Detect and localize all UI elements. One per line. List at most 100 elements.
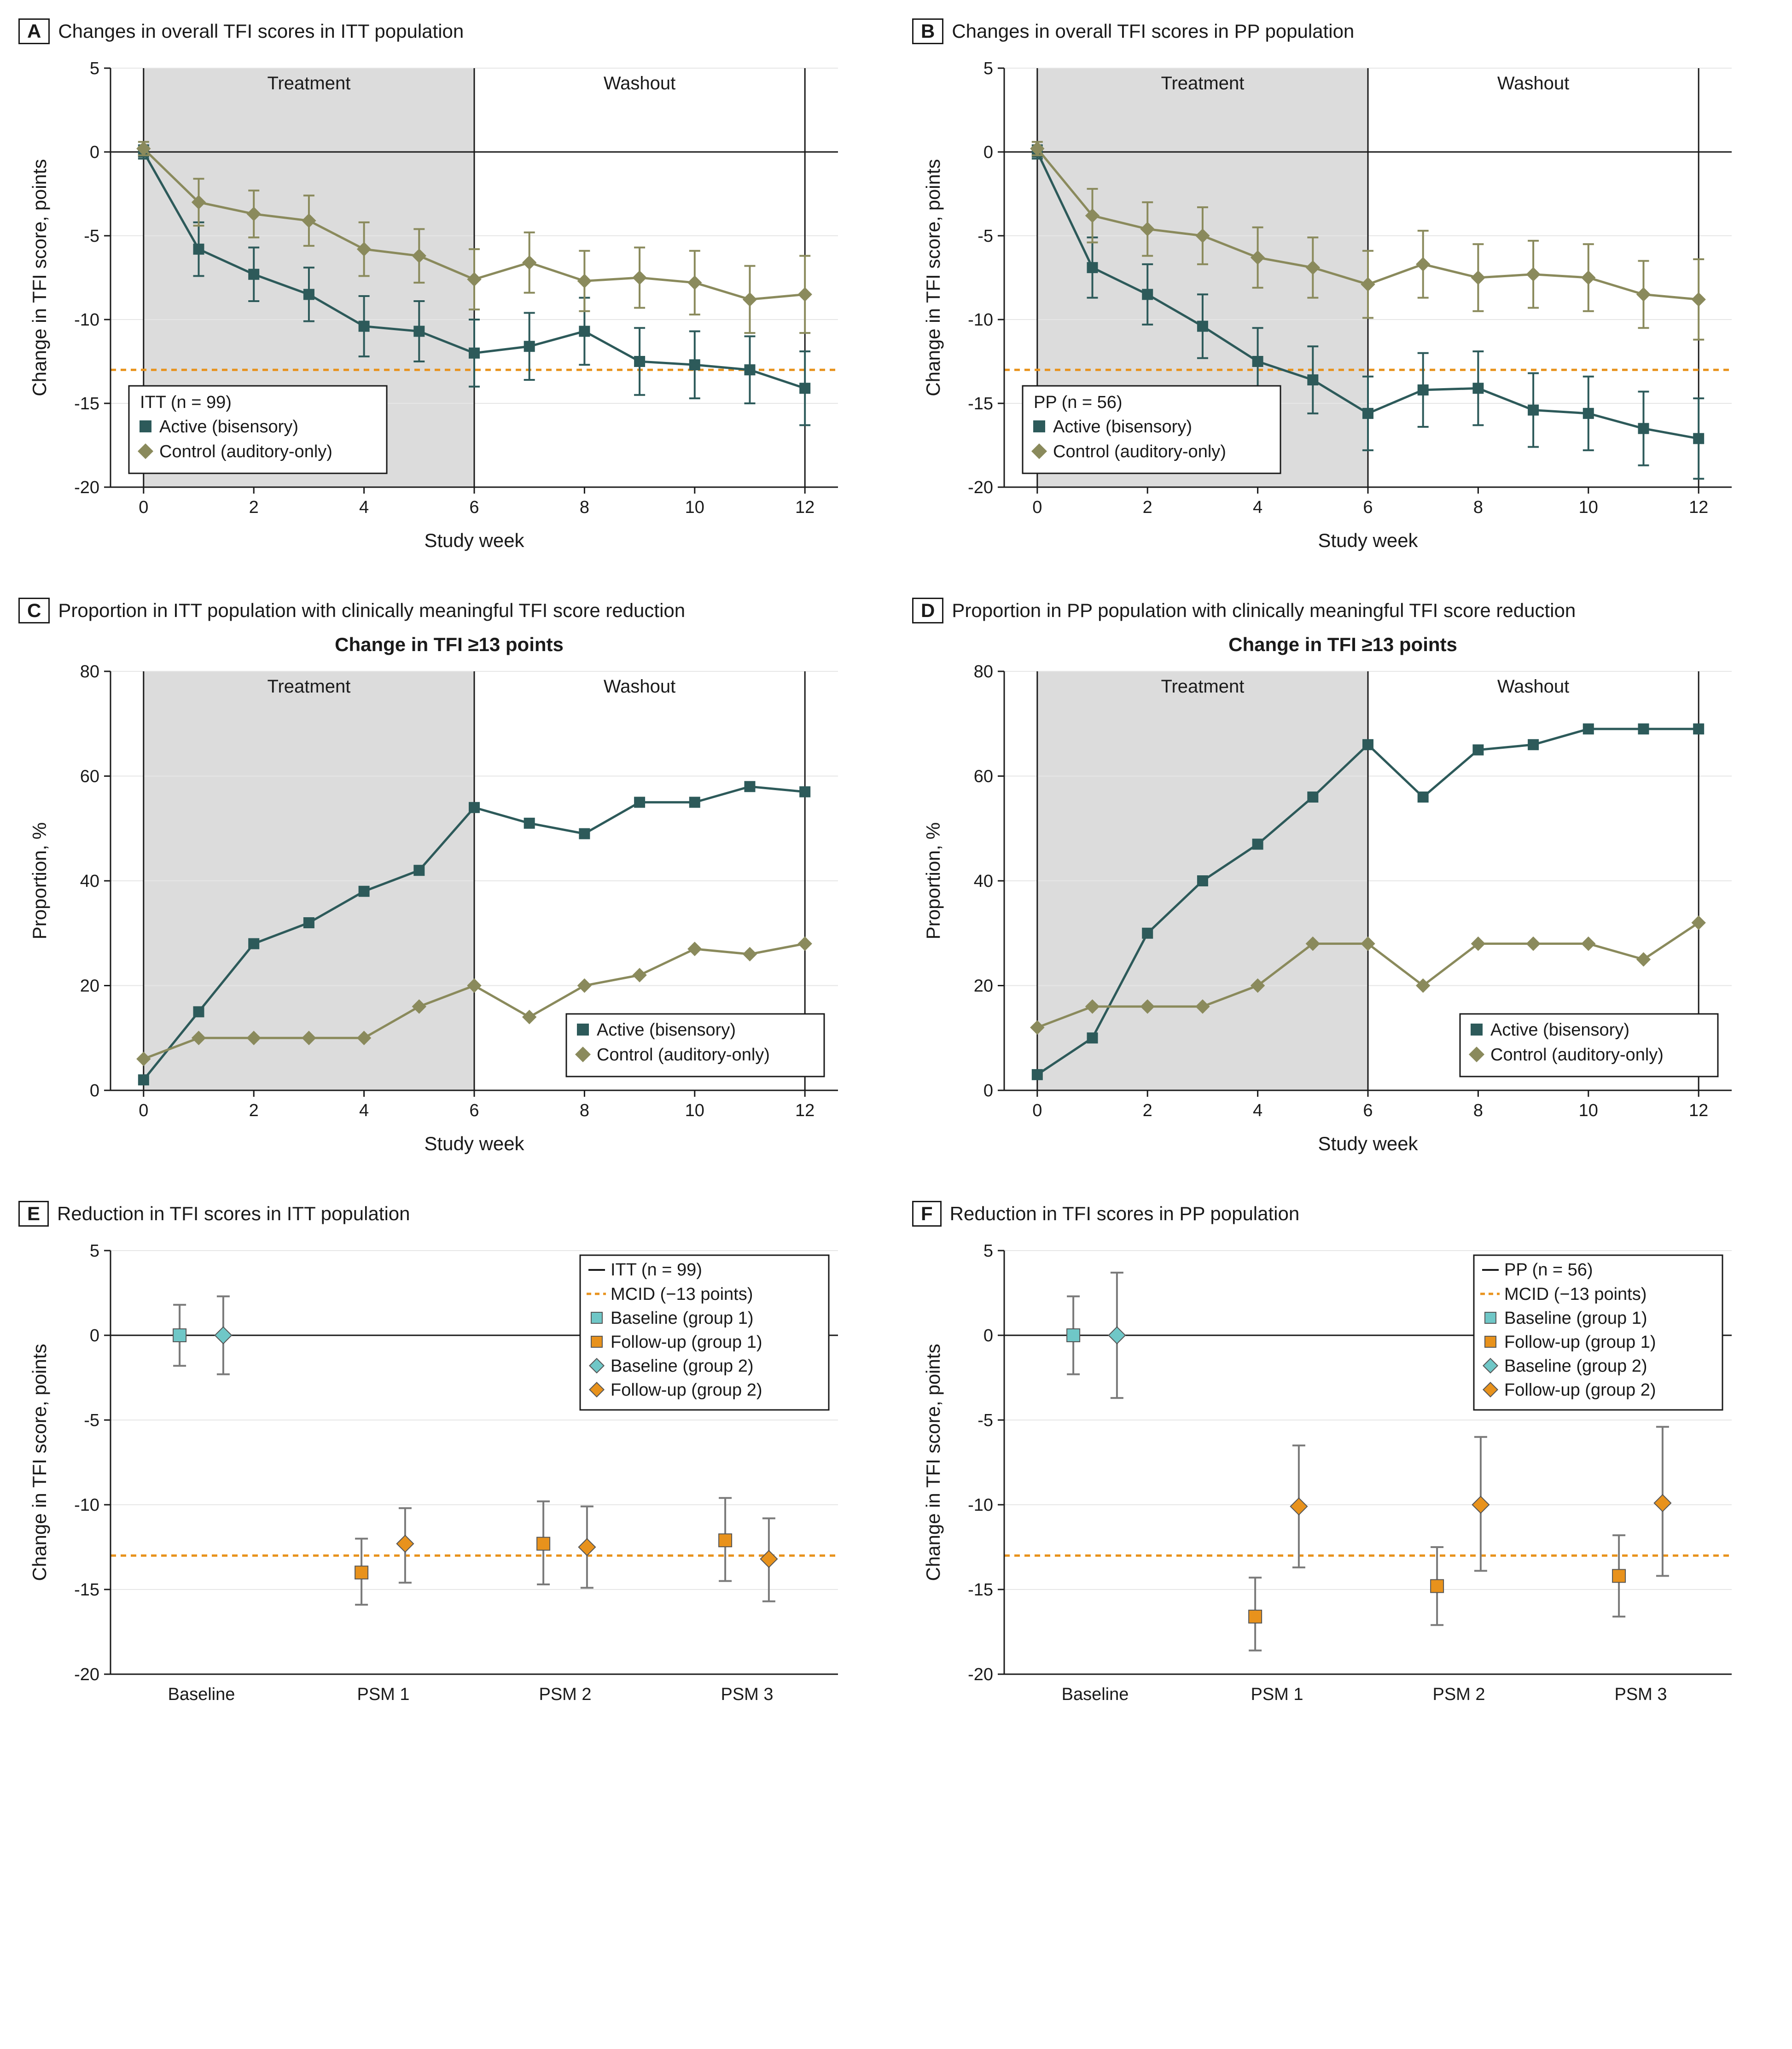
- svg-text:12: 12: [795, 1101, 815, 1120]
- svg-text:Change in TFI score, points: Change in TFI score, points: [29, 159, 50, 396]
- panel-title-b: Changes in overall TFI scores in PP popu…: [952, 20, 1354, 42]
- svg-text:Treatment: Treatment: [1161, 73, 1245, 93]
- svg-text:-20: -20: [968, 478, 993, 497]
- svg-text:ITT (n = 99): ITT (n = 99): [140, 393, 232, 412]
- svg-text:Change in TFI score, points: Change in TFI score, points: [29, 1344, 50, 1581]
- svg-text:0: 0: [139, 1101, 148, 1120]
- svg-text:0: 0: [1032, 1101, 1042, 1120]
- svg-text:Washout: Washout: [604, 676, 675, 697]
- svg-text:10: 10: [1579, 1101, 1598, 1120]
- svg-text:PSM 3: PSM 3: [1614, 1685, 1667, 1704]
- svg-text:0: 0: [983, 1081, 993, 1100]
- svg-text:Control (auditory-only): Control (auditory-only): [1490, 1045, 1664, 1065]
- svg-text:Baseline (group 2): Baseline (group 2): [1504, 1356, 1647, 1376]
- panel-e: E Reduction in TFI scores in ITT populat…: [18, 1201, 880, 1725]
- svg-text:MCID (−13 points): MCID (−13 points): [611, 1285, 753, 1304]
- panel-subtitle-d: Change in TFI ≥13 points: [912, 634, 1774, 656]
- chart-e: -20-15-10-505BaselinePSM 1PSM 2PSM 3Chan…: [18, 1237, 880, 1725]
- svg-text:Proportion, %: Proportion, %: [922, 822, 944, 939]
- svg-text:20: 20: [974, 977, 993, 996]
- svg-text:Change in TFI score, points: Change in TFI score, points: [922, 159, 944, 396]
- svg-text:12: 12: [1689, 498, 1708, 517]
- svg-text:2: 2: [1143, 1101, 1152, 1120]
- svg-text:12: 12: [795, 498, 815, 517]
- svg-text:Baseline: Baseline: [168, 1685, 235, 1704]
- svg-text:Study week: Study week: [424, 1133, 524, 1154]
- svg-text:Active (bisensory): Active (bisensory): [597, 1020, 736, 1040]
- svg-text:Study week: Study week: [1318, 530, 1418, 551]
- panel-letter-b: B: [912, 18, 943, 44]
- panel-b: B Changes in overall TFI scores in PP po…: [912, 18, 1774, 561]
- svg-text:0: 0: [983, 143, 993, 162]
- svg-text:4: 4: [359, 1101, 369, 1120]
- panel-letter-a: A: [18, 18, 50, 44]
- svg-text:PSM 2: PSM 2: [1432, 1685, 1485, 1704]
- chart-a: TreatmentWashout-20-15-10-505024681012St…: [18, 54, 880, 561]
- svg-text:Control (auditory-only): Control (auditory-only): [1053, 442, 1226, 461]
- svg-text:MCID (−13 points): MCID (−13 points): [1504, 1285, 1647, 1304]
- svg-text:-10: -10: [968, 310, 993, 330]
- svg-text:60: 60: [80, 767, 99, 786]
- svg-text:PSM 1: PSM 1: [357, 1685, 409, 1704]
- chart-f: -20-15-10-505BaselinePSM 1PSM 2PSM 3Chan…: [912, 1237, 1774, 1725]
- svg-text:Study week: Study week: [424, 530, 524, 551]
- svg-text:-20: -20: [74, 478, 99, 497]
- svg-text:Change in TFI score, points: Change in TFI score, points: [922, 1344, 944, 1581]
- panel-letter-f: F: [912, 1201, 942, 1227]
- svg-text:Active (bisensory): Active (bisensory): [1490, 1020, 1629, 1040]
- svg-text:-20: -20: [74, 1665, 99, 1684]
- svg-text:-15: -15: [968, 1580, 993, 1600]
- svg-text:-5: -5: [977, 1411, 993, 1430]
- panel-letter-c: C: [18, 598, 50, 623]
- svg-text:Washout: Washout: [1497, 73, 1569, 93]
- figure-grid: A Changes in overall TFI scores in ITT p…: [18, 18, 1774, 1725]
- svg-text:-10: -10: [74, 1496, 99, 1515]
- svg-text:Washout: Washout: [1497, 676, 1569, 697]
- svg-text:Treatment: Treatment: [268, 676, 351, 697]
- svg-text:Washout: Washout: [604, 73, 675, 93]
- panel-a: A Changes in overall TFI scores in ITT p…: [18, 18, 880, 561]
- svg-text:5: 5: [983, 59, 993, 78]
- svg-text:0: 0: [139, 498, 148, 517]
- svg-text:Treatment: Treatment: [1161, 676, 1245, 697]
- svg-text:2: 2: [249, 1101, 259, 1120]
- svg-text:4: 4: [1253, 1101, 1263, 1120]
- panel-subtitle-c: Change in TFI ≥13 points: [18, 634, 880, 656]
- chart-b: TreatmentWashout-20-15-10-505024681012St…: [912, 54, 1774, 561]
- svg-text:2: 2: [1143, 498, 1152, 517]
- svg-text:Proportion, %: Proportion, %: [29, 822, 50, 939]
- svg-text:-15: -15: [74, 394, 99, 413]
- svg-text:-5: -5: [84, 1411, 99, 1430]
- svg-text:-5: -5: [977, 227, 993, 246]
- svg-text:0: 0: [90, 1081, 99, 1100]
- svg-text:0: 0: [1032, 498, 1042, 517]
- panel-f: F Reduction in TFI scores in PP populati…: [912, 1201, 1774, 1725]
- svg-text:10: 10: [1579, 498, 1598, 517]
- svg-text:20: 20: [80, 977, 99, 996]
- svg-text:60: 60: [974, 767, 993, 786]
- svg-text:PSM 3: PSM 3: [721, 1685, 773, 1704]
- svg-text:Study week: Study week: [1318, 1133, 1418, 1154]
- svg-text:80: 80: [80, 662, 99, 681]
- svg-text:4: 4: [359, 498, 369, 517]
- svg-text:Follow-up (group 1): Follow-up (group 1): [611, 1333, 762, 1352]
- svg-text:12: 12: [1689, 1101, 1708, 1120]
- svg-text:-5: -5: [84, 227, 99, 246]
- svg-text:Active (bisensory): Active (bisensory): [1053, 417, 1192, 437]
- svg-text:0: 0: [90, 143, 99, 162]
- svg-text:8: 8: [1473, 1101, 1483, 1120]
- panel-c: C Proportion in ITT population with clin…: [18, 598, 880, 1164]
- panel-title-a: Changes in overall TFI scores in ITT pop…: [58, 20, 464, 42]
- svg-text:8: 8: [580, 498, 589, 517]
- svg-text:PSM 2: PSM 2: [539, 1685, 591, 1704]
- svg-text:-10: -10: [74, 310, 99, 330]
- svg-text:10: 10: [685, 1101, 704, 1120]
- svg-text:40: 40: [80, 872, 99, 891]
- svg-text:40: 40: [974, 872, 993, 891]
- svg-text:0: 0: [983, 1326, 993, 1345]
- svg-text:-15: -15: [74, 1580, 99, 1600]
- svg-text:Control (auditory-only): Control (auditory-only): [159, 442, 332, 461]
- svg-text:6: 6: [1363, 1101, 1373, 1120]
- panel-title-d: Proportion in PP population with clinica…: [952, 600, 1576, 622]
- panel-title-f: Reduction in TFI scores in PP population: [950, 1203, 1300, 1225]
